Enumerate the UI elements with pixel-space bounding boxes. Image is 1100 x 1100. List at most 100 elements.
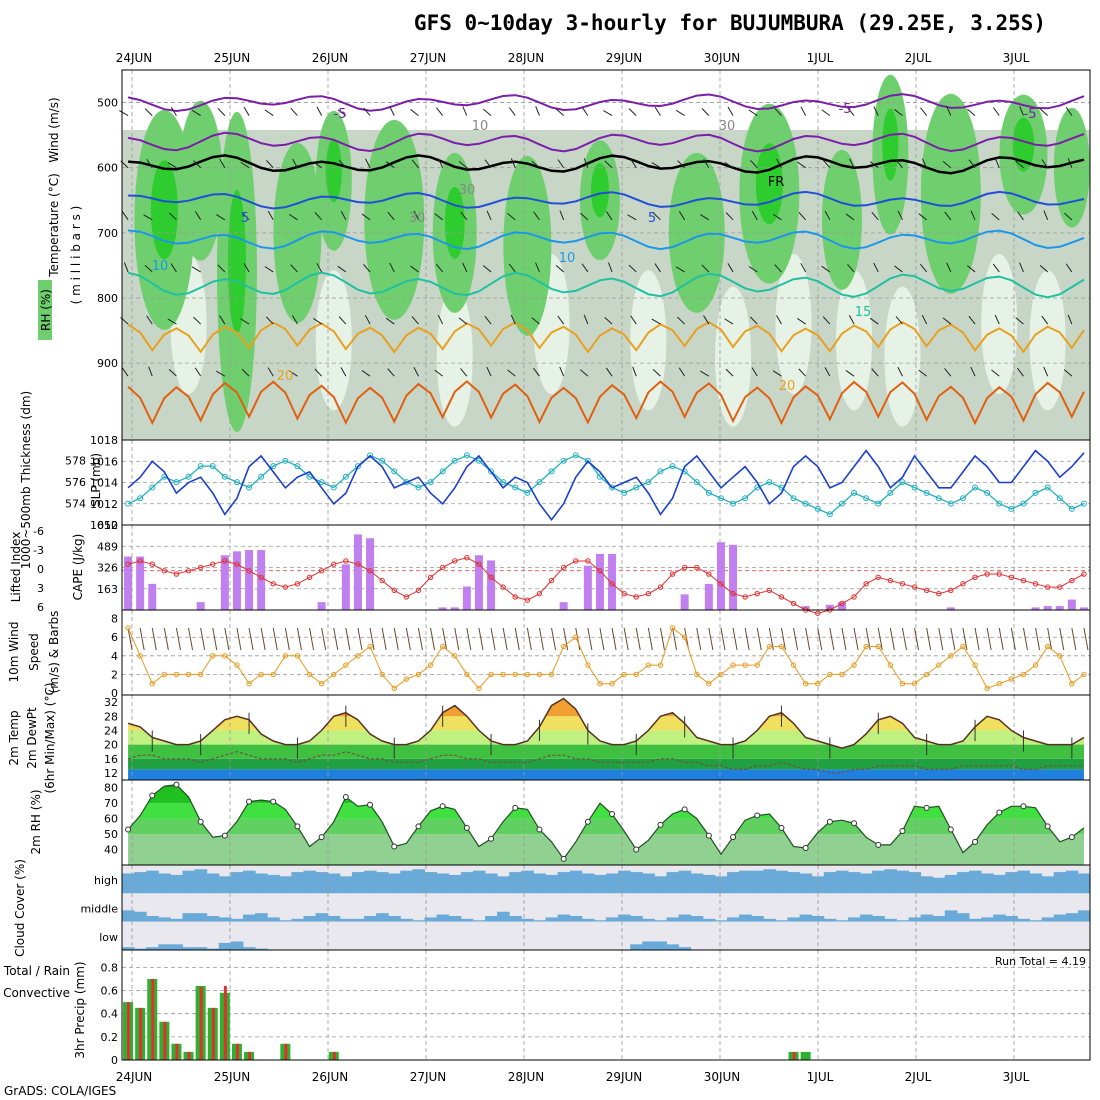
wind-barb [240,318,250,325]
thickness-point [221,473,228,480]
thickness-point [451,457,458,464]
wind-barb [1015,160,1024,169]
thickness-point [270,463,277,470]
date-label-top: 1JUL [807,51,834,65]
surface-wind-barb [696,627,702,651]
wind-speed-point [125,625,131,631]
cloud-bar [545,874,559,894]
wind-barb [460,211,468,221]
lifted-index-point [1081,571,1087,577]
cloud-bar [218,942,232,950]
cloud-bar [823,918,837,922]
precip-conv-bar [151,978,155,1060]
cape-tick: 326 [97,562,118,575]
wind-speed-point [706,681,712,687]
surface-wind-barb [805,627,811,651]
wind-barb [533,211,540,221]
rh2m-point [463,824,470,831]
cloud-bar [170,874,183,894]
thickness-point [887,489,894,496]
precip-conv-bar [248,1051,252,1060]
wind-speed-point [911,681,918,687]
wind-barb [727,263,734,273]
surface-wind-barb [599,627,605,651]
cloud-bar [339,876,353,894]
wind-speed-point [754,662,760,668]
temp-band [128,698,1085,717]
cloud-bar [896,870,909,894]
wind-barb [918,213,927,221]
wind-speed-point [742,662,748,668]
contour-label: 20 [779,379,796,394]
thickness-point [391,468,398,475]
thickness-point [851,489,858,496]
wind-barb [869,161,879,169]
lifted-index-point [621,590,627,597]
rh2m-point [512,804,519,811]
surface-wind-barb [514,627,520,651]
date-label-top: 24JUN [116,51,153,65]
date-label-bottom: 29JUN [606,1070,643,1084]
cloud-bar [654,941,667,950]
slp-tick: 1018 [90,434,118,447]
wind-barb [144,108,153,116]
thickness-point [209,463,216,470]
temp-tick: 28 [104,710,118,723]
cloud-bar [1053,914,1067,922]
wind-barb [122,211,129,221]
precip-conv-bar [127,1002,131,1060]
surface-wind-barb [272,627,278,651]
cloud-bar [351,918,365,922]
wind-barb [942,317,952,325]
lifted-index-point [560,564,567,571]
lifted-index-point [851,594,857,600]
surface-wind-barb [357,627,363,651]
wind-barb [219,158,226,168]
thickness-point [233,479,240,486]
cloud-bar [739,870,752,894]
thickness-point [584,457,591,464]
lifted-index-point [391,587,397,594]
rh2m-tick: 60 [104,813,118,826]
cloud-bar [485,873,498,894]
wind-barb [1067,158,1073,168]
thickness-point [1044,484,1051,491]
cloud-bar [230,918,244,922]
wind-speed-point [827,671,833,678]
surface-wind-barb [1083,627,1089,651]
wind-speed-point [875,643,881,650]
cloud-bar [920,914,934,922]
wind-barb [991,369,1000,377]
wind-speed-point [500,671,506,678]
wind-barb [727,106,734,116]
cape-bar [438,607,447,610]
wind-barb [751,210,758,221]
thickness-point [790,495,797,502]
wind-barb [677,316,685,325]
cloud-bar [932,916,946,922]
cape-bar [1055,606,1064,610]
lifted-index-point [161,568,168,574]
date-label-top: 30JUN [704,51,741,65]
surface-wind-barb [526,627,532,651]
wind-barb [217,108,226,116]
precip-tick: 0.2 [101,1031,119,1044]
cloud-bar [956,872,970,894]
wind-speed-point [536,671,543,678]
wind-barb [748,266,758,273]
contour-label: FR [768,175,785,190]
thickness-point [258,473,265,480]
wind-speed-point [185,671,192,678]
lifted-index-point [197,564,204,571]
lifted-index-point [258,574,264,581]
wind-barb [363,264,371,273]
thickness-point [814,505,821,512]
wind-speed-point [548,671,555,678]
rh-saturated-blob [150,160,178,260]
cloud-bar [376,913,389,922]
cloud-bar [557,872,571,894]
wind-barb [436,107,444,116]
lifted-index-point [657,584,664,590]
wind-speed-point [331,671,337,678]
wind-barb [385,317,395,325]
